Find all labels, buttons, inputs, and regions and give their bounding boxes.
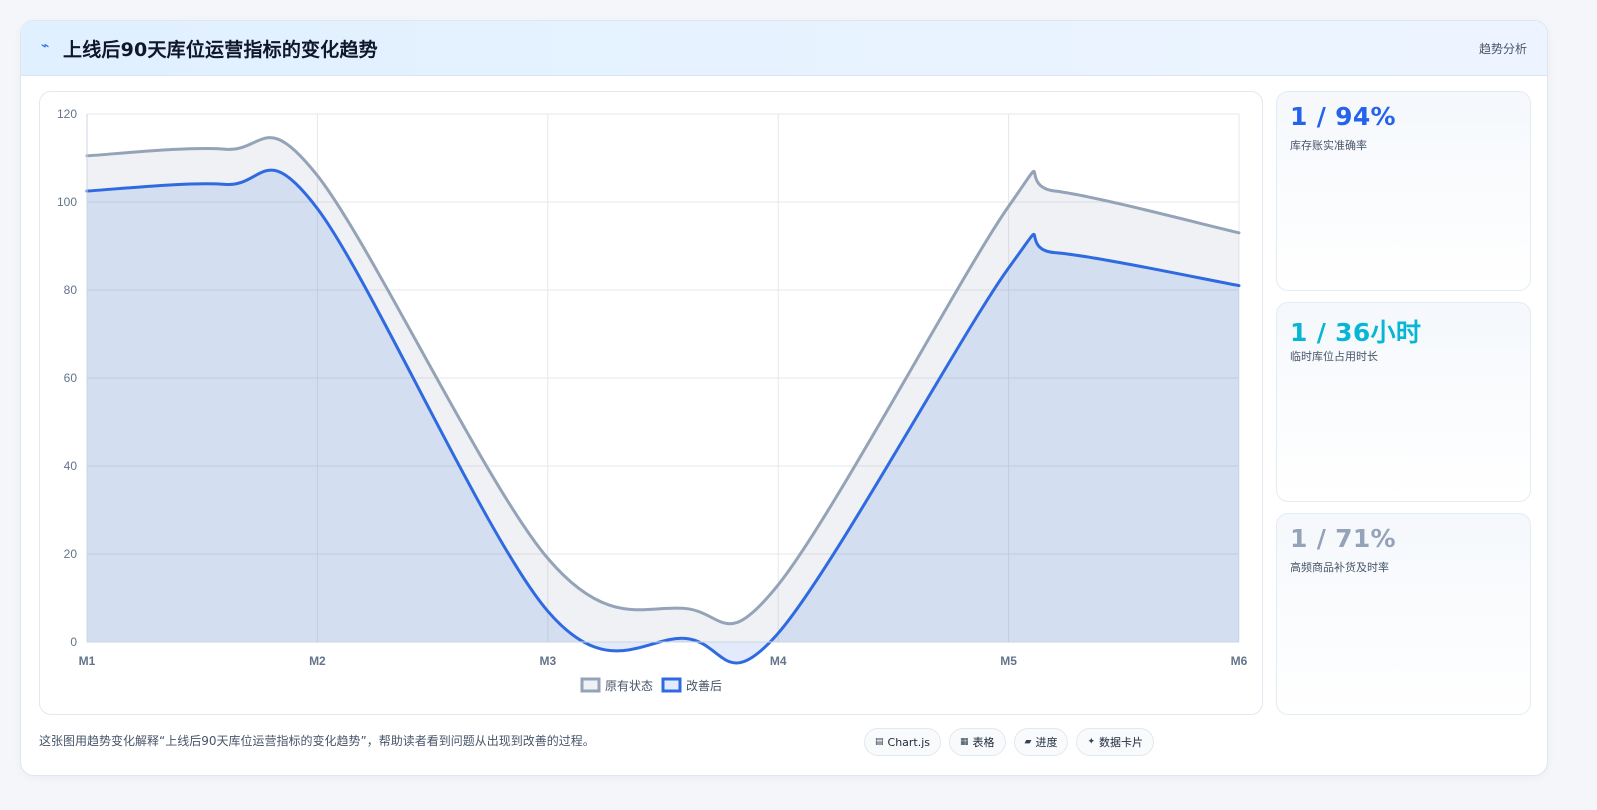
chip-label: Chart.js xyxy=(887,735,931,749)
kpi-label: 高频商品补货及时率 xyxy=(1290,561,1389,574)
chart-card: ⌁ 上线后90天库位运营指标的变化趋势 趋势分析 0 20 40 60 80 100 120… xyxy=(20,20,1548,776)
x-tick-label: M5 xyxy=(1000,654,1017,668)
y-tick-label: 20 xyxy=(64,547,78,561)
chart-description: 这张图用趋势变化解释“上线后90天库位运营指标的变化趋势”，帮助读者看到问题从出… xyxy=(39,734,595,748)
series-area xyxy=(87,170,1239,663)
series-line xyxy=(85,136,1241,626)
chip-list: ▤ Chart.js ▦ 表格 ▰ 进度 ✦ 数据卡片 xyxy=(864,728,1155,756)
chart-panel: 0 20 40 60 80 100 120 M1 M2 M3 M4 M5 M6 原有状态 改善后 xyxy=(39,91,1263,715)
lightning-icon: ⌁ xyxy=(41,38,50,54)
series-line xyxy=(85,168,1241,665)
y-tick-label: 120 xyxy=(57,107,77,121)
chip-label: 表格 xyxy=(972,736,995,749)
trend-analysis-tag: 趋势分析 xyxy=(1478,42,1527,56)
series-area xyxy=(87,137,1239,642)
y-tick-label: 0 xyxy=(70,635,77,649)
x-tick-label: M6 xyxy=(1231,654,1248,668)
sparkle-icon: ✦ xyxy=(1087,737,1096,747)
kpi-value: 1 / 36小时 xyxy=(1290,318,1422,347)
legend-label: 原有状态 xyxy=(605,679,653,693)
chip-label: 数据卡片 xyxy=(1099,736,1144,749)
chip-table[interactable]: ▦ 表格 xyxy=(949,728,1006,756)
area-chart: 0 20 40 60 80 100 120 M1 M2 M3 M4 M5 M6 原有状态 改善后 xyxy=(57,107,1248,693)
table-icon: ▦ xyxy=(960,737,969,747)
page-title: 上线后90天库位运营指标的变化趋势 xyxy=(63,39,378,61)
kpi-card-accuracy: 1 / 94% 库存账实准确率 xyxy=(1276,91,1531,291)
legend-label: 改善后 xyxy=(686,678,722,693)
x-tick-label: M3 xyxy=(539,654,556,668)
y-tick-label: 80 xyxy=(64,283,78,297)
x-tick-label: M1 xyxy=(79,654,96,668)
legend-swatch xyxy=(661,677,682,693)
kpi-value: 1 / 71% xyxy=(1290,524,1396,553)
kpi-card-occupancy: 1 / 36小时 临时库位占用时长 xyxy=(1276,302,1531,502)
kpi-value: 1 / 94% xyxy=(1290,102,1396,131)
x-tick-label: M4 xyxy=(770,654,787,668)
chip-label: 进度 xyxy=(1035,736,1058,749)
chip-chartjs[interactable]: ▤ Chart.js xyxy=(864,728,942,756)
progress-icon: ▰ xyxy=(1024,737,1032,747)
y-tick-label: 40 xyxy=(64,459,78,473)
kpi-label: 库存账实准确率 xyxy=(1290,139,1367,152)
kpi-label: 临时库位占用时长 xyxy=(1290,350,1378,363)
chip-data-card[interactable]: ✦ 数据卡片 xyxy=(1076,728,1155,756)
y-tick-label: 100 xyxy=(57,195,77,209)
legend-swatch xyxy=(580,677,601,693)
chip-progress[interactable]: ▰ 进度 xyxy=(1013,728,1069,756)
x-tick-label: M2 xyxy=(309,654,326,668)
kpi-card-replenishment: 1 / 71% 高频商品补货及时率 xyxy=(1276,513,1531,715)
chart-icon: ▤ xyxy=(875,737,884,747)
y-tick-label: 60 xyxy=(64,371,78,385)
card-header: ⌁ 上线后90天库位运营指标的变化趋势 趋势分析 xyxy=(21,21,1547,76)
